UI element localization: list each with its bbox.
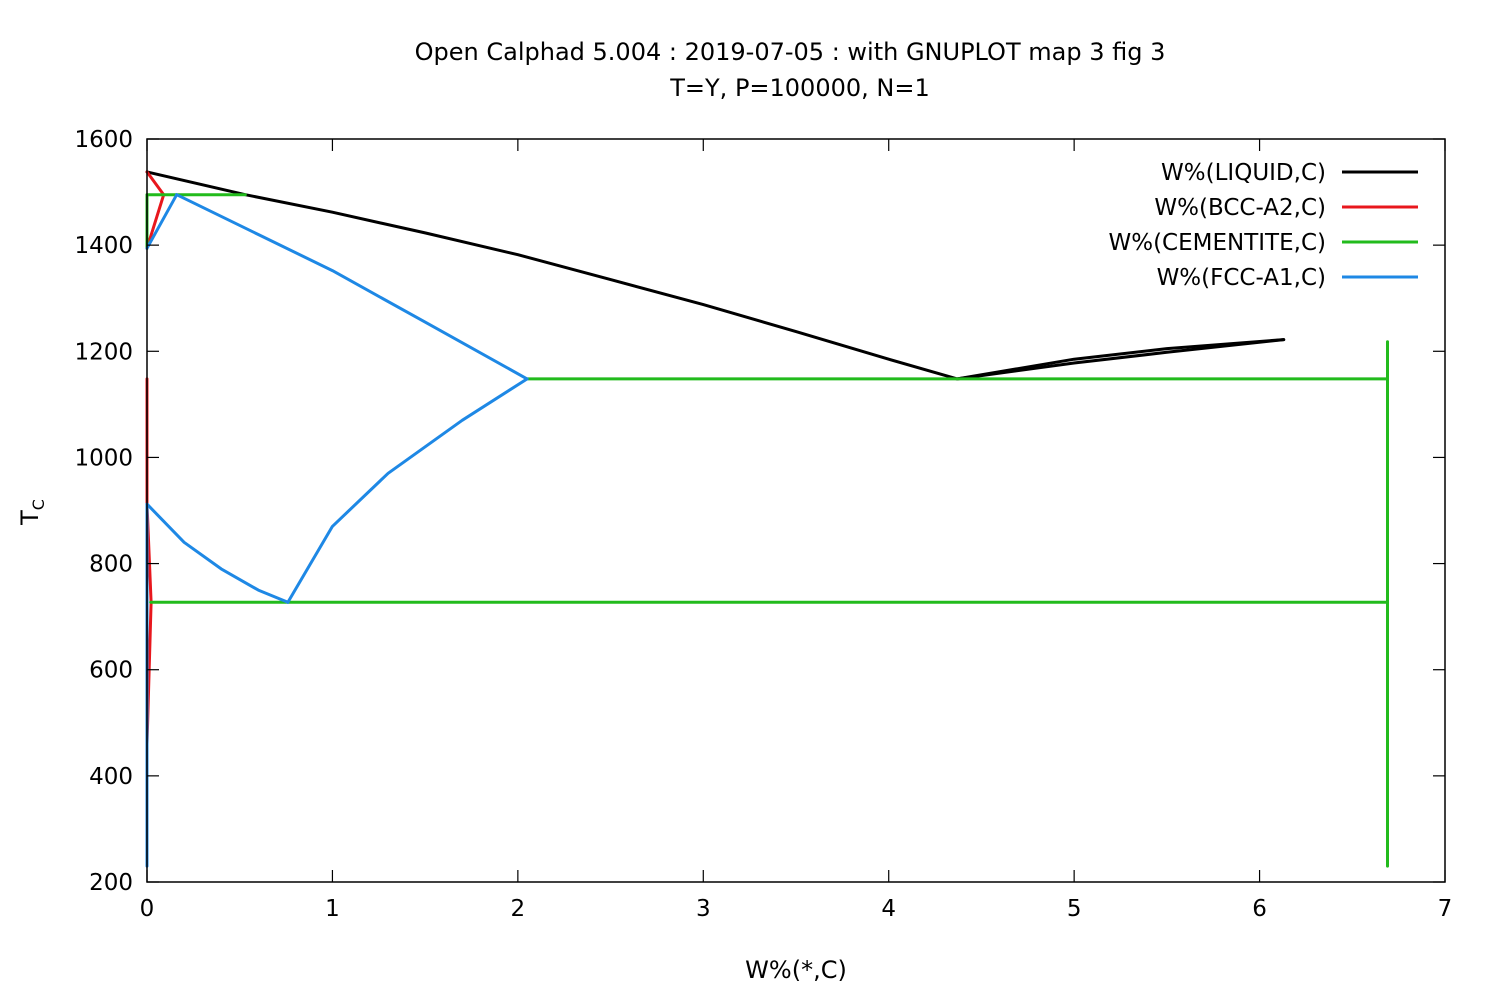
- series-line-segment: [145, 170, 959, 381]
- x-tick-label: 1: [325, 896, 340, 922]
- y-tick-label: 1600: [74, 127, 133, 153]
- series-line-segment: [955, 338, 1286, 381]
- y-axis-label-sub: C: [29, 499, 48, 510]
- svg-text:TC: TC: [16, 499, 48, 526]
- series-line-segment: [145, 170, 166, 197]
- series-line-segment: [145, 193, 179, 250]
- chart-subtitle: T=Y, P=100000, N=1: [669, 74, 929, 102]
- x-tick-label: 5: [1067, 896, 1082, 922]
- series-3: [145, 193, 529, 868]
- legend-label: W%(FCC-A1,C): [1157, 265, 1326, 291]
- y-tick-label: 400: [89, 764, 133, 790]
- x-tick-label: 0: [140, 896, 155, 922]
- y-tick-label: 200: [89, 870, 133, 896]
- y-axis-label-main: T: [16, 510, 44, 526]
- y-axis: 200 400 600 800 1000 1200 1400 1600: [74, 127, 1445, 896]
- x-axis: 0 1 2 3 4 5 6 7: [140, 139, 1453, 922]
- legend-label: W%(BCC-A2,C): [1154, 195, 1326, 221]
- x-tick-label: 4: [881, 896, 896, 922]
- chart-title: Open Calphad 5.004 : 2019-07-05 : with G…: [415, 38, 1166, 66]
- legend-label: W%(CEMENTITE,C): [1108, 230, 1326, 256]
- x-tick-label: 3: [696, 896, 711, 922]
- y-axis-label: TC: [16, 499, 48, 526]
- y-tick-label: 800: [89, 552, 133, 578]
- series-line-segment: [145, 193, 166, 250]
- series-line-segment: [955, 338, 1286, 381]
- x-tick-label: 2: [511, 896, 526, 922]
- x-tick-label: 6: [1252, 896, 1267, 922]
- series-line-segment: [175, 193, 529, 381]
- series-2: [145, 193, 1389, 868]
- y-tick-label: 600: [89, 658, 133, 684]
- legend: W%(LIQUID,C) W%(BCC-A2,C) W%(CEMENTITE,C) W…: [1108, 160, 1418, 291]
- legend-label: W%(LIQUID,C): [1161, 160, 1326, 186]
- x-tick-label: 7: [1438, 896, 1453, 922]
- plot-frame: [146, 138, 1446, 883]
- series-line-segment: [145, 502, 290, 604]
- y-tick-label: 1000: [74, 445, 133, 471]
- x-axis-label: W%(*,C): [745, 956, 847, 984]
- y-tick-label: 1400: [74, 233, 133, 259]
- series-line-segment: [286, 377, 529, 604]
- series-0: [145, 170, 1286, 381]
- y-tick-label: 1200: [74, 339, 133, 365]
